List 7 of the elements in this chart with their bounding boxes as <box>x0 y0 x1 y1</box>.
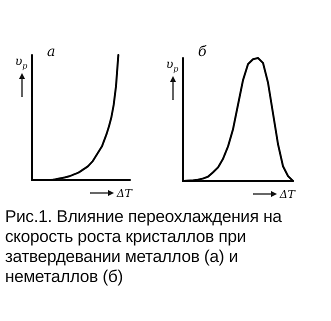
text: Рис.1. Влияние переохлаждения на скорость роста кристаллов при затвердевании металлов (а) и неметаллов (б) <box>5 207 283 287</box>
y-axis-title: υ$_{р}$ <box>15 54 28 70</box>
x-axis-title: ΔT <box>116 187 134 200</box>
x-axis-title: ΔT <box>278 188 297 201</box>
chart-title: а <box>47 44 56 60</box>
y-axis-title: υ$_{р}$ <box>166 57 178 74</box>
chart-title: б <box>198 44 207 60</box>
